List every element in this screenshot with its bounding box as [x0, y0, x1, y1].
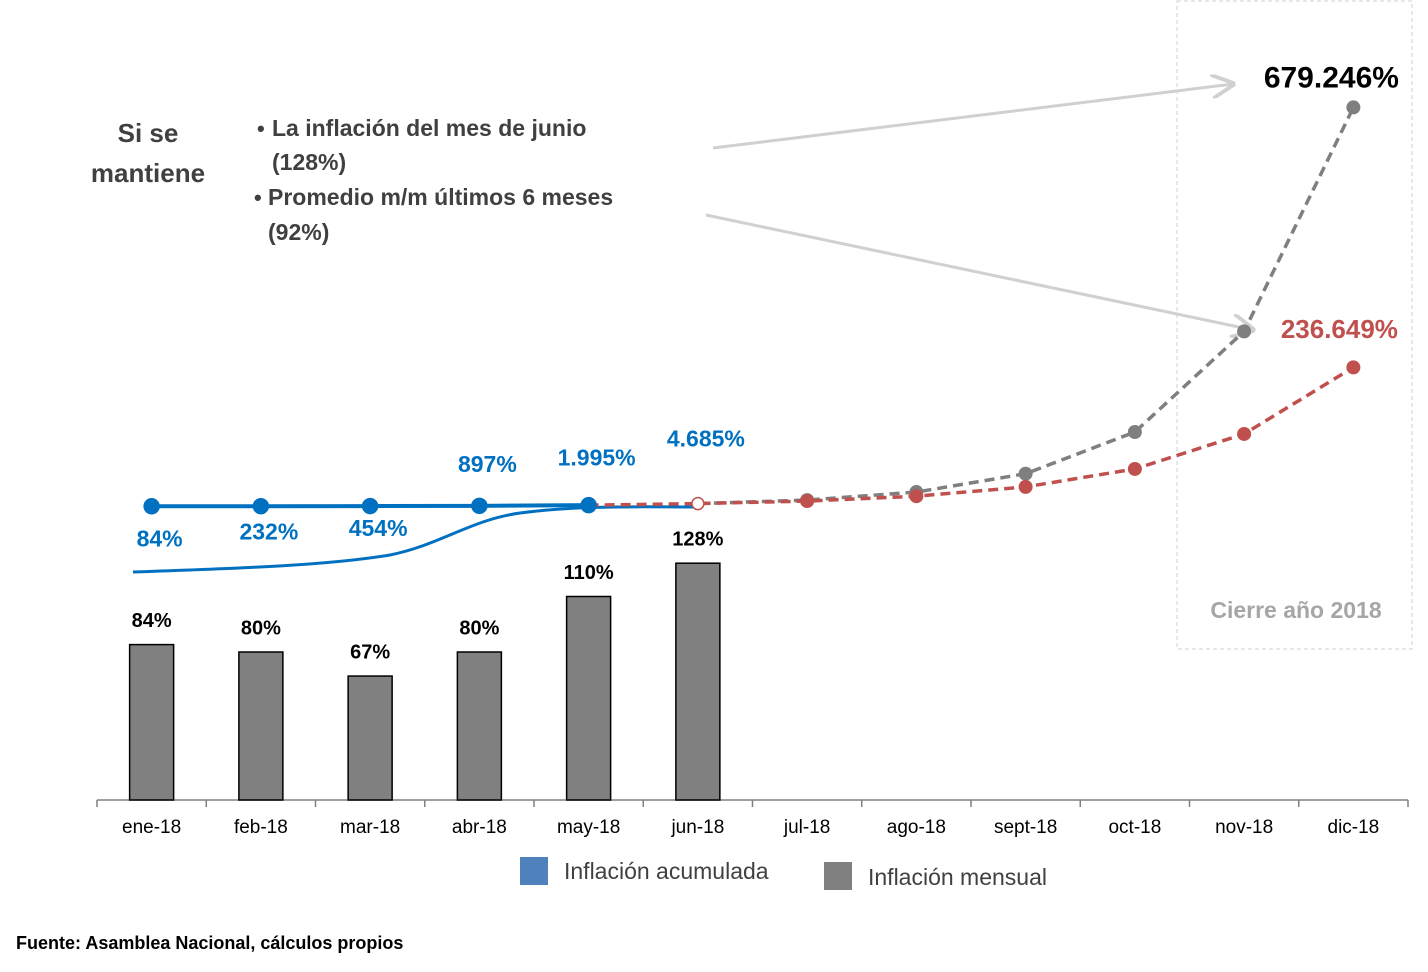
- bar-label: 80%: [459, 617, 499, 639]
- x-tick-label: abr-18: [452, 817, 507, 838]
- point: [143, 498, 160, 515]
- bar-label: 80%: [241, 617, 281, 639]
- point-label: 236.649%: [1281, 314, 1398, 344]
- annotation: Si se: [118, 118, 179, 148]
- x-tick-label: mar-18: [340, 817, 400, 838]
- point: [691, 496, 705, 511]
- legend-swatch: [824, 862, 852, 890]
- legend-label: Inflación acumulada: [564, 858, 769, 884]
- bullet-text: La inflación del mes de junio: [272, 115, 586, 141]
- arrow: [705, 213, 1253, 330]
- point: [1127, 424, 1142, 439]
- point: [1127, 461, 1142, 476]
- point-label: 1.995%: [558, 444, 636, 470]
- point: [1237, 426, 1252, 441]
- source: Fuente: Asamblea Nacional, cálculos prop…: [16, 933, 403, 953]
- point: [1346, 100, 1361, 115]
- bar: [675, 562, 721, 801]
- x-tick-label: dic-18: [1328, 817, 1380, 838]
- bar: [565, 595, 612, 801]
- point-label: 897%: [458, 451, 517, 477]
- bar: [347, 675, 393, 801]
- bar: [238, 651, 284, 801]
- annotation: mantiene: [91, 158, 205, 188]
- point: [1237, 324, 1252, 339]
- point: [361, 497, 379, 515]
- projection-line: [588, 365, 1355, 507]
- bar-label: 67%: [350, 641, 390, 663]
- legend-label: Inflación mensual: [868, 864, 1047, 890]
- arrow: [712, 84, 1233, 150]
- x-tick-label: sept-18: [994, 817, 1057, 838]
- trend-curve: [132, 505, 701, 574]
- projection-line: [697, 106, 1355, 506]
- point-label: 454%: [349, 515, 408, 541]
- point: [252, 497, 270, 515]
- x-tick-label: may-18: [557, 817, 620, 838]
- point: [1018, 479, 1033, 494]
- point-label: 84%: [137, 525, 183, 551]
- x-tick-label: nov-18: [1215, 817, 1273, 838]
- x-tick-label: ago-18: [887, 817, 946, 838]
- legend-swatch: [520, 857, 548, 885]
- bar: [128, 643, 175, 801]
- highlight-box: [1176, 0, 1413, 650]
- x-tick-label: jun-18: [670, 817, 724, 838]
- bullet-text: (92%): [268, 219, 329, 245]
- bar: [456, 651, 503, 801]
- point-label: 232%: [239, 518, 298, 544]
- point: [800, 494, 815, 509]
- point: [1346, 360, 1361, 375]
- x-tick-label: jul-18: [783, 817, 830, 838]
- bullet-dot: •: [254, 185, 262, 210]
- point: [471, 497, 488, 515]
- box-label: Cierre año 2018: [1210, 597, 1382, 623]
- point: [909, 489, 924, 504]
- point: [1018, 466, 1033, 481]
- bullet-text: Promedio m/m últimos 6 meses: [268, 184, 613, 210]
- x-tick-label: ene-18: [122, 817, 181, 838]
- point-label: 4.685%: [667, 426, 745, 452]
- x-tick-label: oct-18: [1108, 817, 1161, 838]
- bar-label: 128%: [672, 528, 723, 550]
- bar-label: 110%: [564, 562, 614, 584]
- x-tick-label: feb-18: [234, 817, 288, 838]
- point: [580, 496, 597, 514]
- bullet-text: (128%): [272, 149, 346, 175]
- bar-label: 84%: [132, 610, 172, 632]
- bullet-dot: •: [257, 116, 265, 141]
- point-label: 679.246%: [1264, 61, 1399, 94]
